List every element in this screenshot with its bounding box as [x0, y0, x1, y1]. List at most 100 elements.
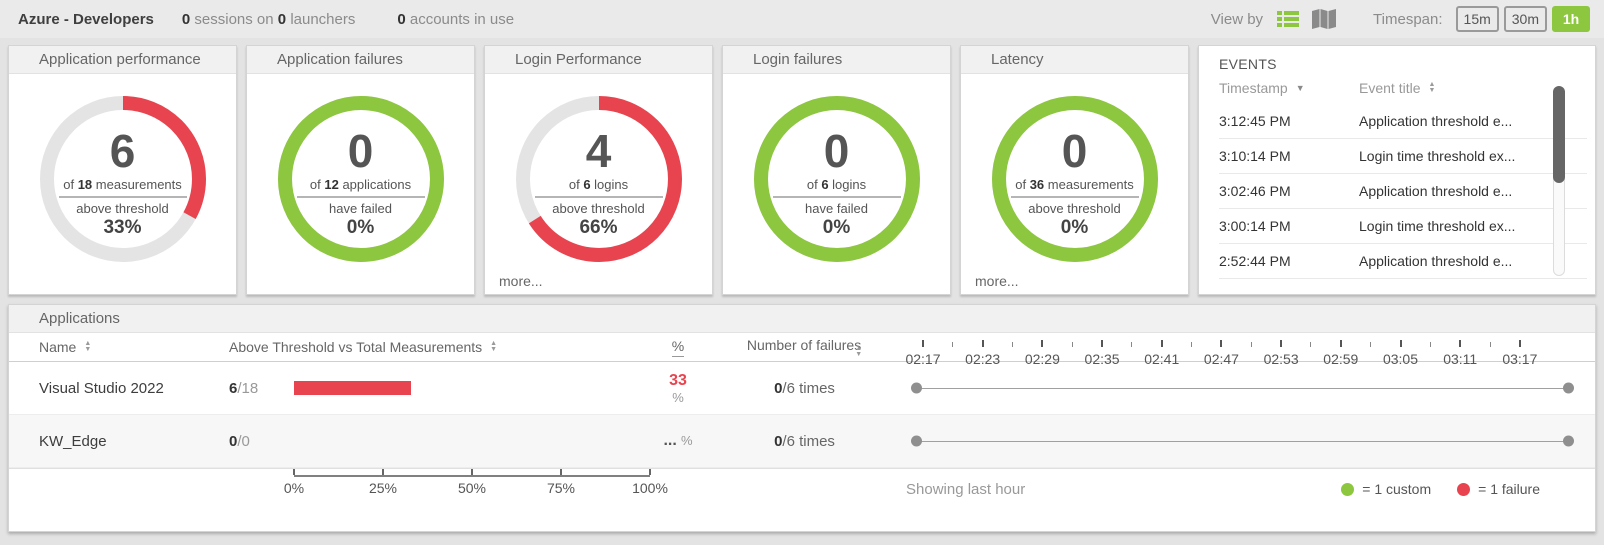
event-timestamp: 3:00:14 PM [1219, 218, 1291, 234]
gauge-value: 0 [823, 124, 850, 177]
failure-dot-icon [1457, 482, 1471, 496]
gauge-percent: 0% [346, 216, 375, 238]
axis-label: 100% [632, 480, 668, 496]
timeline-track[interactable] [902, 415, 1595, 467]
event-title: Application threshold e... [1359, 183, 1513, 199]
timeline-end-dot [1563, 382, 1574, 394]
timespan-15m-button[interactable]: 15m [1455, 6, 1499, 32]
event-row[interactable]: 3:12:45 PM Application threshold e... [1219, 104, 1587, 139]
events-column-headers: Timestamp ▼ Event title ▲ ▼ [1219, 80, 1595, 104]
axis-label: 75% [546, 480, 576, 496]
top-bar: Azure - Developers 0 sessions on 0 launc… [0, 0, 1604, 38]
card-latency: Latency 0 of 36 measurements above thres… [960, 45, 1189, 295]
gauge-value: 4 [585, 124, 612, 177]
card-title: Login failures [723, 46, 950, 74]
event-row[interactable]: 3:02:46 PM Application threshold e... [1219, 174, 1587, 209]
view-by-label: View by [1210, 10, 1264, 28]
application-name[interactable]: Visual Studio 2022 [39, 379, 164, 397]
sort-icon: ▲ ▼ [490, 340, 498, 353]
launchers-label: launchers [290, 10, 356, 28]
gauge-verb: have failed [805, 200, 868, 216]
timeline-start-dot [911, 435, 922, 447]
event-title: Login time threshold ex... [1359, 148, 1516, 164]
card-title: Application performance [9, 46, 236, 74]
timespan-1h-button[interactable]: 1h [1552, 6, 1590, 32]
gauge-verb: have failed [329, 200, 392, 216]
bar-track [294, 434, 649, 448]
card-title: Login Performance [485, 46, 712, 74]
event-row[interactable]: 3:10:14 PM Login time threshold ex... [1219, 139, 1587, 174]
timeline-line [916, 441, 1568, 442]
login-failures-donut[interactable]: 0 of 6 logins have failed 0% [748, 90, 926, 268]
event-row[interactable]: 3:00:14 PM Login time threshold ex... [1219, 209, 1587, 244]
gauge-percent: 0% [1060, 216, 1089, 238]
legend: = 1 custom = 1 failure [1341, 481, 1540, 497]
sort-icon: ▲ ▼ [84, 340, 92, 353]
gauges-row: Application performance 6 of 18 measurem… [8, 45, 1596, 295]
application-failures-donut[interactable]: 0 of 12 applications have failed 0% [272, 90, 450, 268]
map-view-icon[interactable] [1311, 8, 1337, 30]
divider [772, 195, 901, 198]
timeline-tick-label: 02:23 [965, 351, 1001, 367]
event-title: Application threshold e... [1359, 113, 1513, 129]
more-link[interactable]: more... [499, 273, 543, 289]
dashboard-title: Azure - Developers [18, 10, 154, 28]
timeline-tick-label: 02:41 [1144, 351, 1180, 367]
timeline-tick-label: 03:11 [1443, 351, 1478, 367]
applications-panel: Applications Name ▲ ▼ Above Threshold vs … [8, 304, 1596, 532]
sort-name[interactable]: Name ▲ ▼ [39, 339, 92, 355]
axis-tick [382, 469, 384, 475]
sort-failures[interactable]: Number of failures ▲ ▼ [746, 336, 863, 358]
card-title: Application failures [247, 46, 474, 74]
card-application-failures: Application failures 0 of 12 application… [246, 45, 475, 295]
measurements-value: 0/0 [229, 432, 250, 450]
sort-percent[interactable]: % [649, 338, 707, 357]
scrollbar-thumb[interactable] [1553, 86, 1565, 183]
axis-label: 0% [283, 480, 305, 496]
application-row-visual-studio-2022[interactable]: Visual Studio 2022 6/18 33 % 0/6 times [9, 362, 1595, 415]
events-title: EVENTS [1219, 56, 1277, 72]
custom-dot-icon [1341, 482, 1355, 496]
card-login-performance: Login Performance 4 of 6 logins above th… [484, 45, 713, 295]
event-row[interactable]: 2:52:44 PM Application threshold e... [1219, 244, 1587, 279]
more-link[interactable]: more... [975, 273, 1019, 289]
axis-tick [560, 469, 562, 475]
card-login-failures: Login failures 0 of 6 logins have failed… [722, 45, 951, 295]
percent-axis: 0% 25% 50% 75% 100% [284, 469, 668, 528]
sort-dash-icon [671, 355, 684, 357]
timeline-tick-label: 03:05 [1382, 351, 1419, 367]
timeline-tick-label: 02:59 [1323, 351, 1359, 367]
timeline-start-dot [911, 382, 922, 394]
axis-label: 50% [457, 480, 487, 496]
timeline-track[interactable] [902, 362, 1595, 414]
events-panel: EVENTS Timestamp ▼ Event title ▲ ▼ 3:12:4… [1198, 45, 1596, 295]
sort-desc-icon: ▼ [1295, 83, 1305, 93]
accounts-label: accounts in use [409, 10, 515, 28]
application-performance-donut[interactable]: 6 of 18 measurements above threshold 33% [34, 90, 212, 268]
axis-tick [293, 469, 295, 475]
gauge-value: 0 [1061, 124, 1088, 177]
gauge-percent: 33% [103, 216, 142, 238]
events-sort-title[interactable]: Event title ▲ ▼ [1359, 80, 1436, 96]
application-name[interactable]: KW_Edge [39, 432, 107, 450]
events-scrollbar [1553, 86, 1565, 334]
axis-tick [471, 469, 473, 475]
events-sort-timestamp[interactable]: Timestamp ▼ [1219, 80, 1305, 96]
latency-donut[interactable]: 0 of 36 measurements above threshold 0% [986, 90, 1164, 268]
sessions-count: 0 [181, 10, 191, 28]
login-performance-donut[interactable]: 4 of 6 logins above threshold 66% [510, 90, 688, 268]
failures-cell: 0/6 times [774, 379, 835, 397]
launchers-count: 0 [277, 10, 287, 28]
failures-cell: 0/6 times [774, 432, 835, 450]
sessions-stat: 0 sessions on 0 launchers [182, 11, 355, 28]
timeline-tick-label: 02:17 [905, 351, 941, 367]
sort-measurements[interactable]: Above Threshold vs Total Measurements ▲ ▼ [229, 339, 498, 355]
gauge-verb: above threshold [1028, 200, 1121, 216]
timeline-tick-label: 02:47 [1203, 351, 1239, 367]
list-view-icon[interactable] [1275, 8, 1301, 30]
application-row-kw-edge[interactable]: KW_Edge 0/0 ... % 0/6 times [9, 415, 1595, 468]
timespan-30m-button[interactable]: 30m [1503, 6, 1547, 32]
percent-cell: ... % [663, 432, 693, 450]
divider [1010, 195, 1139, 198]
timeline-end-dot [1563, 435, 1574, 447]
